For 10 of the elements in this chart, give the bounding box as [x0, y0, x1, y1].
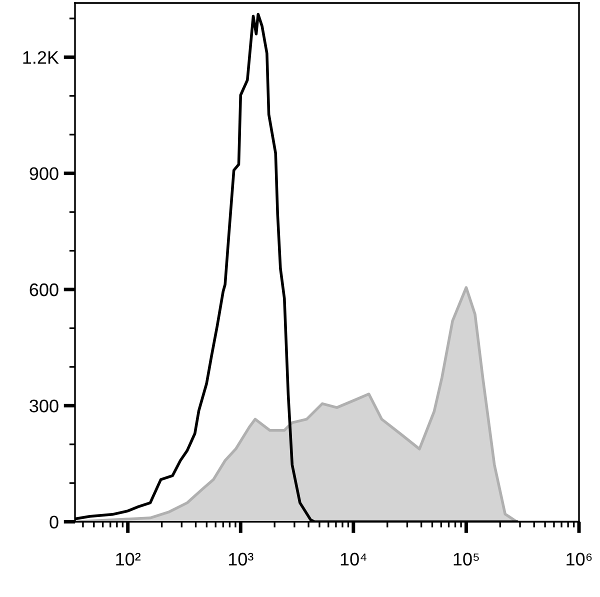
y-tick-label: 600 [30, 283, 58, 296]
x-tick-label: 10⁵ [454, 552, 479, 566]
x-tick-label: 10⁴ [340, 552, 366, 566]
x-tick-label: 10² [116, 552, 141, 566]
x-tick-label: 10³ [228, 552, 254, 566]
y-tick-label: 1.2K [23, 51, 59, 64]
y-tick-label: 300 [30, 400, 58, 412]
y-tick-label: 900 [30, 167, 58, 180]
x-tick-label: 10⁶ [566, 552, 592, 566]
y-tick-label: 0 [50, 516, 58, 528]
